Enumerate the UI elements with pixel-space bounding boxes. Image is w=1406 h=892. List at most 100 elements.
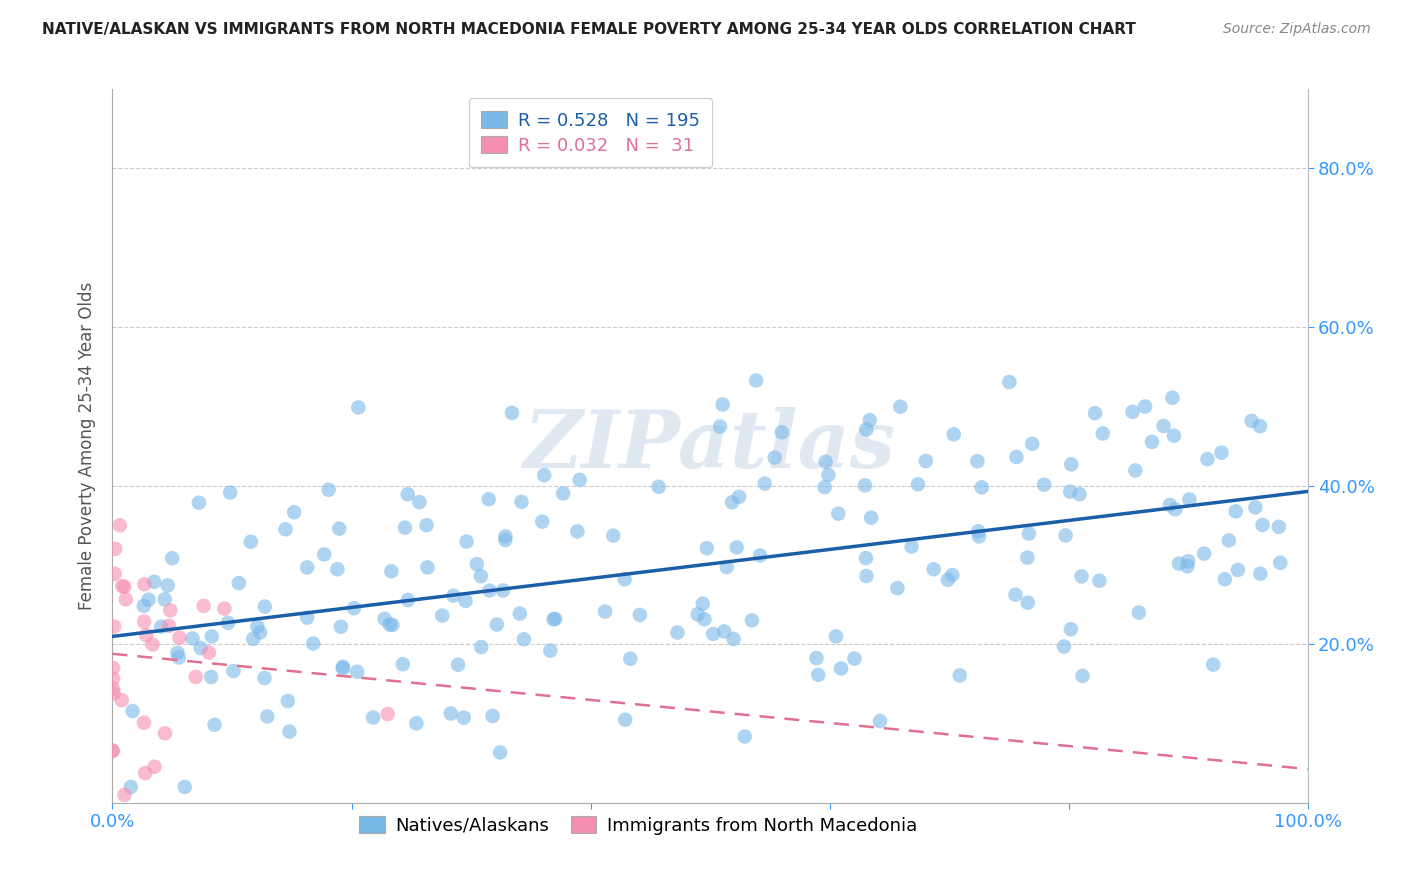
Point <box>415 518 437 533</box>
Point <box>1178 492 1201 507</box>
Point <box>150 620 173 634</box>
Point <box>314 548 336 562</box>
Point <box>806 651 828 665</box>
Point <box>328 522 350 536</box>
Point <box>914 454 936 468</box>
Point <box>1226 563 1249 577</box>
Point <box>470 640 492 654</box>
Point <box>193 599 215 613</box>
Point <box>492 583 515 598</box>
Point <box>1211 445 1233 459</box>
Point <box>318 483 340 497</box>
Point <box>754 476 776 491</box>
Point <box>1004 588 1026 602</box>
Point <box>1218 533 1240 548</box>
Point <box>749 549 772 563</box>
Point <box>200 670 222 684</box>
Point <box>166 646 188 660</box>
Point <box>143 760 166 774</box>
Point <box>103 619 125 633</box>
Point <box>1021 436 1043 450</box>
Point <box>713 624 735 639</box>
Point <box>1088 574 1111 588</box>
Point <box>814 480 837 494</box>
Point <box>134 577 156 591</box>
Point <box>132 615 155 629</box>
Point <box>936 573 959 587</box>
Point <box>485 617 508 632</box>
Point <box>1270 556 1292 570</box>
Point <box>156 578 179 592</box>
Point <box>201 630 224 644</box>
Point <box>830 661 852 675</box>
Point <box>855 422 877 436</box>
Point <box>470 569 492 583</box>
Point <box>970 480 993 494</box>
Point <box>219 485 242 500</box>
Point <box>509 607 531 621</box>
Point <box>253 671 276 685</box>
Point <box>217 615 239 630</box>
Point <box>614 713 637 727</box>
Point <box>157 619 180 633</box>
Point <box>1177 554 1199 568</box>
Point <box>169 631 191 645</box>
Point <box>721 495 744 509</box>
Y-axis label: Female Poverty Among 25-34 Year Olds: Female Poverty Among 25-34 Year Olds <box>77 282 96 610</box>
Point <box>1018 526 1040 541</box>
Point <box>907 477 929 491</box>
Point <box>132 715 155 730</box>
Point <box>949 668 972 682</box>
Point <box>167 650 190 665</box>
Point <box>825 629 848 643</box>
Point <box>443 589 465 603</box>
Point <box>1060 623 1083 637</box>
Point <box>900 540 922 554</box>
Point <box>827 507 849 521</box>
Point <box>391 657 413 672</box>
Point <box>619 651 641 665</box>
Point <box>111 693 134 707</box>
Point <box>214 601 236 615</box>
Point <box>347 401 370 415</box>
Point <box>394 521 416 535</box>
Point <box>343 601 366 615</box>
Point <box>510 495 533 509</box>
Point <box>377 707 399 722</box>
Point <box>1225 504 1247 518</box>
Point <box>1249 419 1271 434</box>
Point <box>453 710 475 724</box>
Point <box>1177 559 1199 574</box>
Point <box>1161 391 1184 405</box>
Point <box>302 636 325 650</box>
Point <box>1054 528 1077 542</box>
Point <box>692 597 714 611</box>
Point <box>228 576 250 591</box>
Point <box>568 473 591 487</box>
Point <box>967 524 990 539</box>
Point <box>104 566 127 581</box>
Point <box>567 524 589 539</box>
Point <box>101 744 124 758</box>
Point <box>103 686 125 700</box>
Point <box>533 468 555 483</box>
Point <box>114 592 136 607</box>
Point <box>1251 518 1274 533</box>
Point <box>1069 487 1091 501</box>
Point <box>101 672 124 686</box>
Point <box>332 659 354 673</box>
Point <box>1133 400 1156 414</box>
Point <box>114 788 136 802</box>
Point <box>1017 596 1039 610</box>
Point <box>454 594 477 608</box>
Point <box>253 599 276 614</box>
Point <box>770 425 793 440</box>
Point <box>138 592 160 607</box>
Point <box>693 612 716 626</box>
Point <box>886 581 908 595</box>
Point <box>447 657 470 672</box>
Text: Source: ZipAtlas.com: Source: ZipAtlas.com <box>1223 22 1371 37</box>
Point <box>396 487 419 501</box>
Point <box>855 551 877 566</box>
Point <box>329 620 352 634</box>
